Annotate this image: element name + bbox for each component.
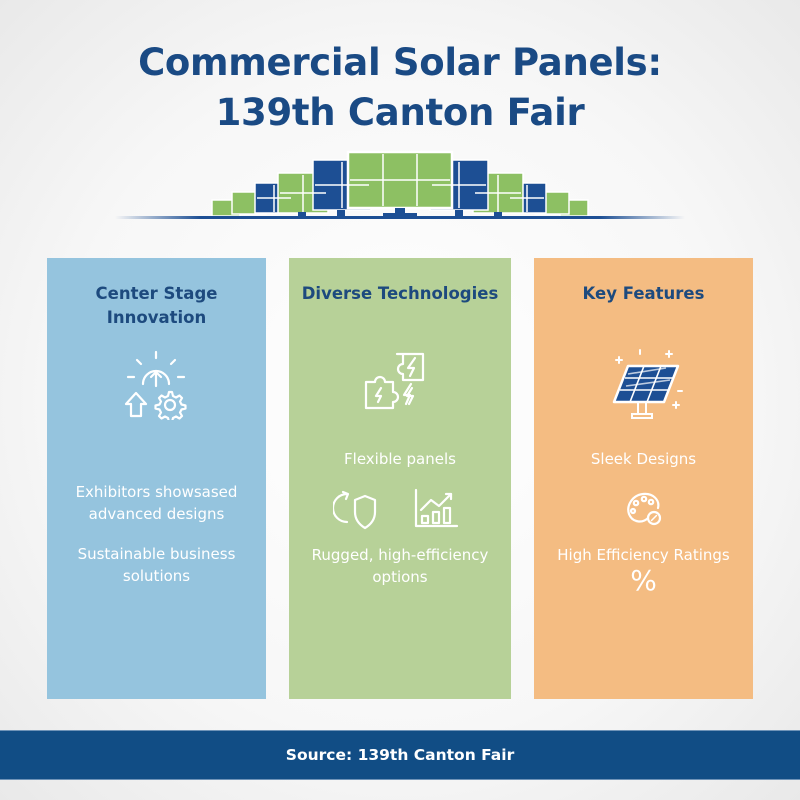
solar-panel-array-icon xyxy=(115,150,685,219)
card-diverse-technologies: Diverse Technologies Flexible panels xyxy=(289,258,511,699)
card-item-line-1: Rugged, high-efficiency xyxy=(311,546,489,564)
card-item-line-1: High Efficiency Ratings xyxy=(557,546,730,564)
card-key-features: Key Features Sleek Designs xyxy=(534,258,753,699)
card-item-text: Sleek Designs xyxy=(534,448,753,470)
card-item-line-2: options xyxy=(372,568,428,586)
card-title: Key Features xyxy=(534,282,753,306)
source-text: Source: 139th Canton Fair xyxy=(285,746,515,764)
card-item-line-1: Flexible panels xyxy=(344,450,456,468)
percent-symbol: % xyxy=(630,564,657,597)
card-title-line-1: Center Stage xyxy=(95,284,218,303)
card-item-line-2: solutions xyxy=(122,567,191,585)
title-line-1: Commercial Solar Panels: xyxy=(138,41,662,84)
card-title-line-2: Innovation xyxy=(106,308,207,327)
source-footer: Source: 139th Canton Fair xyxy=(0,730,800,780)
card-title-line-1: Diverse Technologies xyxy=(301,284,499,303)
card-item-line-2: advanced designs xyxy=(88,505,225,523)
card-center-stage-innovation: Center Stage Innovation Exhibitors shows… xyxy=(47,258,266,699)
card-title: Diverse Technologies xyxy=(289,282,511,306)
palette-icon xyxy=(627,492,662,526)
growth-chart-icon xyxy=(414,488,459,528)
card-title: Center Stage Innovation xyxy=(47,282,266,330)
card-item-text: High Efficiency Ratings % xyxy=(534,544,753,596)
card-item-line-1: Sustainable business xyxy=(77,545,236,563)
card-item-text: Sustainable business solutions xyxy=(47,543,266,587)
card-item-text: Flexible panels xyxy=(289,448,511,470)
card-title-line-1: Key Features xyxy=(582,284,705,303)
card-item-text: Rugged, high-efficiency options xyxy=(289,544,511,588)
card-item-text: Exhibitors showsased advanced designs xyxy=(47,481,266,525)
solar-panel-sparkle-icon xyxy=(612,349,683,419)
rotate-shield-icon xyxy=(333,490,377,530)
puzzle-lightning-icon xyxy=(364,352,425,410)
page-title: Commercial Solar Panels: 139th Canton Fa… xyxy=(0,38,800,138)
innovation-gear-arrow-icon xyxy=(124,350,187,420)
card-item-line-1: Exhibitors showsased xyxy=(75,483,238,501)
card-item-line-1: Sleek Designs xyxy=(590,450,697,468)
title-line-2: 139th Canton Fair xyxy=(215,91,585,134)
